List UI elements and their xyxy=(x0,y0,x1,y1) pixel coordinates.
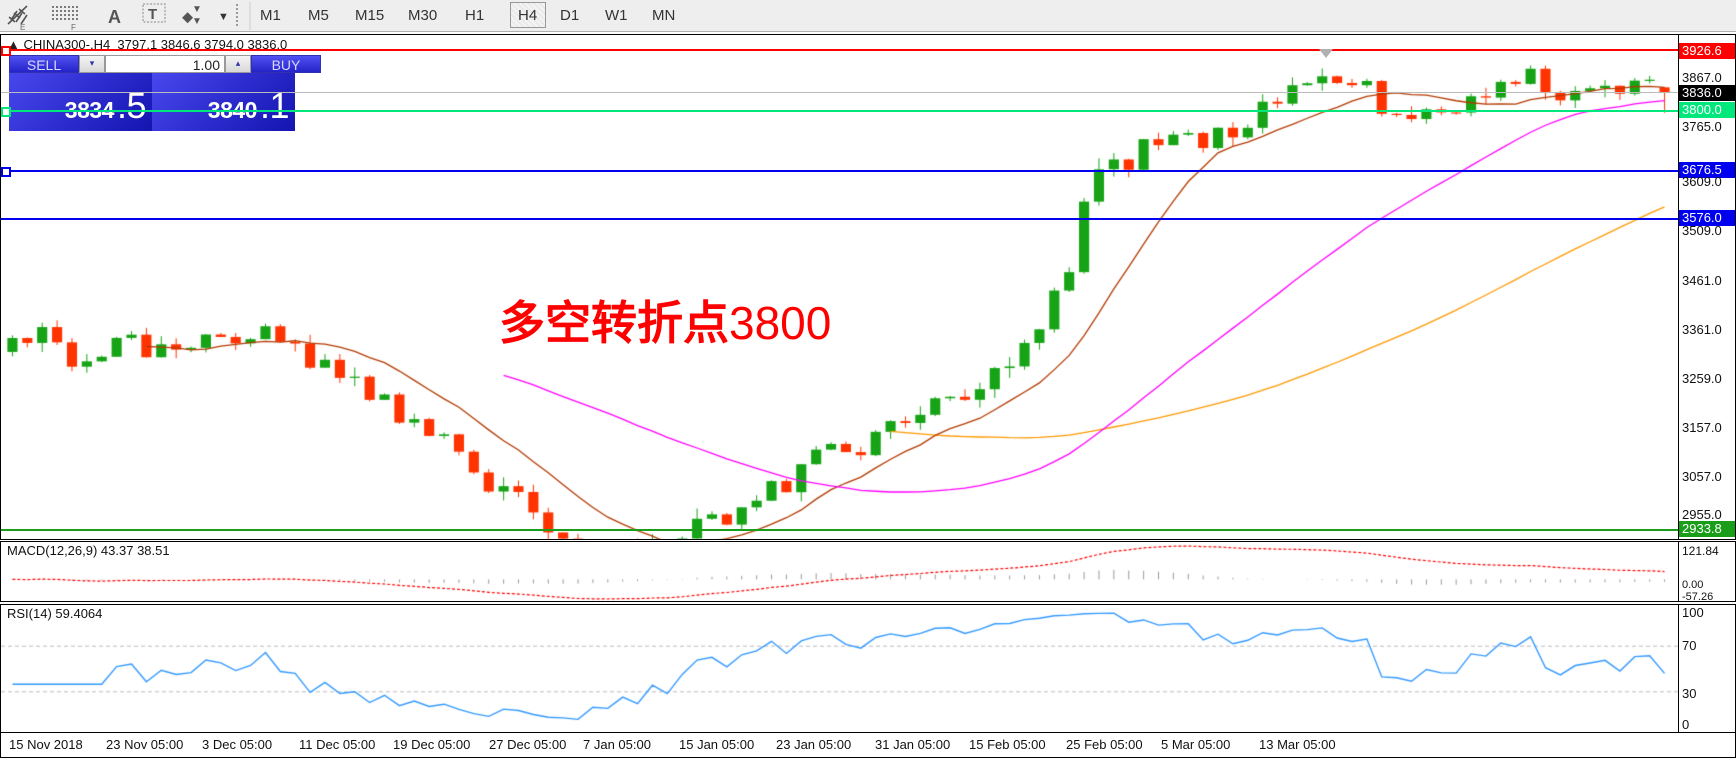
svg-text:A: A xyxy=(108,7,121,27)
svg-text:E: E xyxy=(20,23,25,32)
svg-text:▼: ▼ xyxy=(218,11,229,23)
svg-text:F: F xyxy=(71,23,76,32)
svg-text:T: T xyxy=(148,6,157,23)
svg-text:▼: ▼ xyxy=(192,4,202,15)
svg-text:▼: ▼ xyxy=(192,16,202,27)
